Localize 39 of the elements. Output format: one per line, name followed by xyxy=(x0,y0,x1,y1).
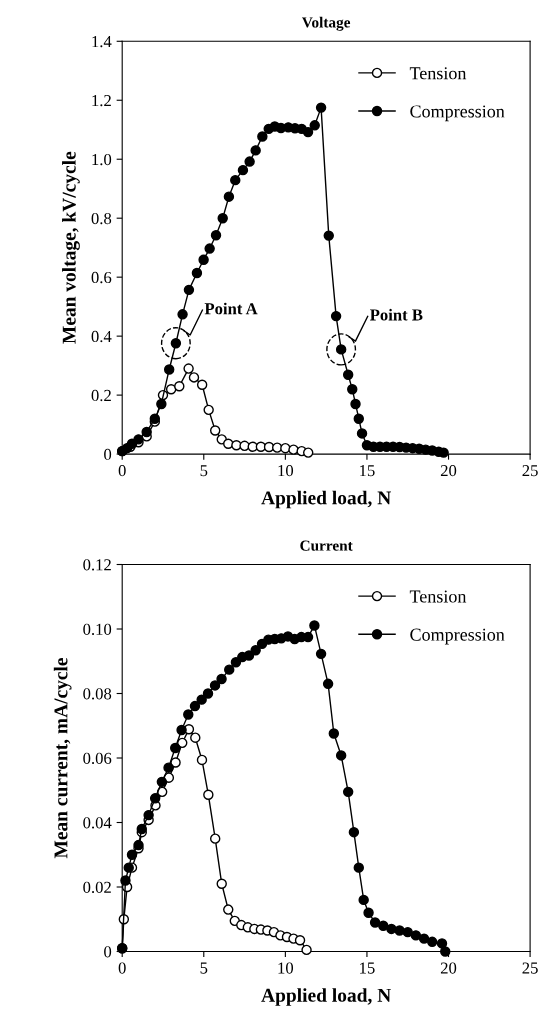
y-tick-label: 0.4 xyxy=(91,330,112,343)
annotation: Point A xyxy=(204,302,258,315)
x-axis-title: Applied load, N xyxy=(261,490,391,509)
y-tick-label: 0.04 xyxy=(83,817,112,829)
x-tick-label: 20 xyxy=(440,962,457,974)
x-axis-title: Applied load, N xyxy=(261,988,391,1006)
y-tick-label: 0 xyxy=(104,946,112,958)
y-tick-label: 0.02 xyxy=(83,881,111,894)
x-tick-label: 5 xyxy=(200,465,208,477)
x-tick-label: 0 xyxy=(118,464,126,477)
legend-label: Compression xyxy=(410,628,505,645)
y-tick-label: 1.4 xyxy=(92,36,112,48)
y-tick-label: 0.10 xyxy=(83,623,112,636)
y-tick-label: 0.12 xyxy=(83,559,111,571)
legend-label: Compression xyxy=(410,105,505,122)
legend-label: Tension xyxy=(409,590,467,603)
x-tick-label: 0 xyxy=(118,962,126,974)
x-tick-label: 10 xyxy=(278,962,294,974)
y-tick-label: 1.2 xyxy=(92,95,111,107)
y-tick-label: 0.6 xyxy=(91,271,112,284)
x-tick-label: 10 xyxy=(278,464,294,477)
x-tick-label: 5 xyxy=(200,962,208,974)
y-axis-title: Mean voltage, kV/cycle xyxy=(62,151,80,344)
x-tick-label: 20 xyxy=(440,464,457,477)
y-tick-label: 1.0 xyxy=(92,153,112,166)
annotation: Point B xyxy=(370,308,423,321)
x-tick-label: 15 xyxy=(360,465,375,477)
x-tick-label: 25 xyxy=(522,465,538,477)
y-tick-label: 0.06 xyxy=(83,752,112,765)
y-tick-label: 0 xyxy=(104,448,112,461)
y-axis-title: Mean current, mA/cycle xyxy=(53,657,72,859)
y-tick-label: 0.8 xyxy=(91,212,112,225)
x-tick-label: 15 xyxy=(360,962,375,974)
chart-title: Voltage xyxy=(301,16,351,31)
chart-title: Current xyxy=(300,540,353,551)
y-tick-label: 0.08 xyxy=(83,688,112,700)
y-tick-label: 0.2 xyxy=(91,389,111,402)
legend-label: Tension xyxy=(409,67,467,80)
x-tick-label: 25 xyxy=(522,962,538,974)
